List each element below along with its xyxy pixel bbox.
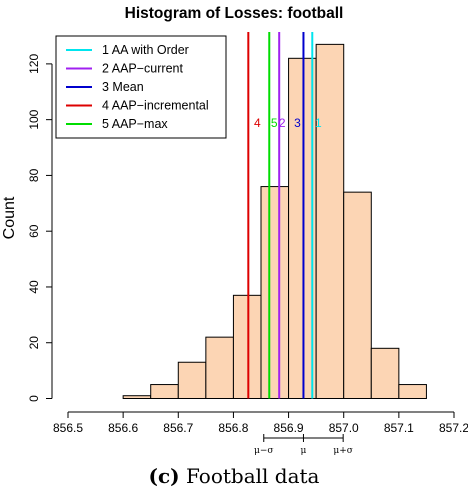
- y-tick-label: 120: [27, 54, 41, 74]
- histogram-bar: [205, 336, 234, 399]
- y-tick-label: 0: [27, 395, 41, 402]
- legend-entry: 1 AA with Order: [102, 43, 189, 57]
- histogram-chart: Histogram of Losses: football Count 0 20 40 6…: [1, 5, 468, 456]
- y-tick-label: 100: [27, 109, 41, 129]
- x-tick-label: 857.1: [384, 421, 414, 435]
- figure-caption: (c) Football data: [0, 464, 468, 488]
- histogram-bar: [122, 395, 152, 400]
- vline-label-3: 3: [294, 116, 301, 130]
- x-tick-label: 856.7: [163, 421, 193, 435]
- legend-entry: 2 AAP−current: [102, 62, 183, 76]
- y-tick-label: 60: [27, 224, 41, 238]
- x-tick-label: 857.2: [439, 421, 468, 435]
- legend-entry: 4 AAP−incremental: [102, 99, 209, 113]
- vline-label-5: 5: [271, 116, 278, 130]
- sigma-bracket-label: μ−σ: [254, 446, 274, 456]
- caption-label: (c): [148, 464, 180, 488]
- chart-title: Histogram of Losses: football: [125, 5, 344, 22]
- sigma-bracket-label: μ: [301, 446, 307, 456]
- y-axis-label: Count: [1, 196, 18, 239]
- histogram-bar: [232, 294, 262, 400]
- x-tick-label: 856.9: [274, 421, 304, 435]
- y-tick-label: 80: [27, 168, 41, 182]
- sigma-bracket-label: μ+σ: [333, 446, 353, 456]
- vline-label-4: 4: [254, 116, 261, 130]
- histogram-bar: [370, 347, 400, 399]
- histogram-bar: [398, 384, 427, 399]
- y-tick-label: 20: [27, 336, 41, 350]
- histogram-bar: [260, 186, 290, 399]
- x-tick-label: 856.6: [108, 421, 138, 435]
- x-tick-label: 856.8: [218, 421, 248, 435]
- histogram-bar: [343, 191, 372, 399]
- x-tick-label: 856.5: [53, 421, 83, 435]
- legend-entry: 3 Mean: [102, 80, 144, 94]
- x-tick-label: 857.0: [329, 421, 359, 435]
- histogram-bar: [315, 43, 345, 399]
- caption-text: Football data: [179, 464, 320, 488]
- histogram-bar: [150, 384, 179, 399]
- vline-label-1: 1: [315, 116, 322, 130]
- legend-entry: 5 AAP−max: [102, 117, 168, 131]
- y-tick-label: 40: [27, 280, 41, 294]
- vline-label-2: 2: [279, 116, 286, 130]
- histogram-bar: [177, 361, 207, 399]
